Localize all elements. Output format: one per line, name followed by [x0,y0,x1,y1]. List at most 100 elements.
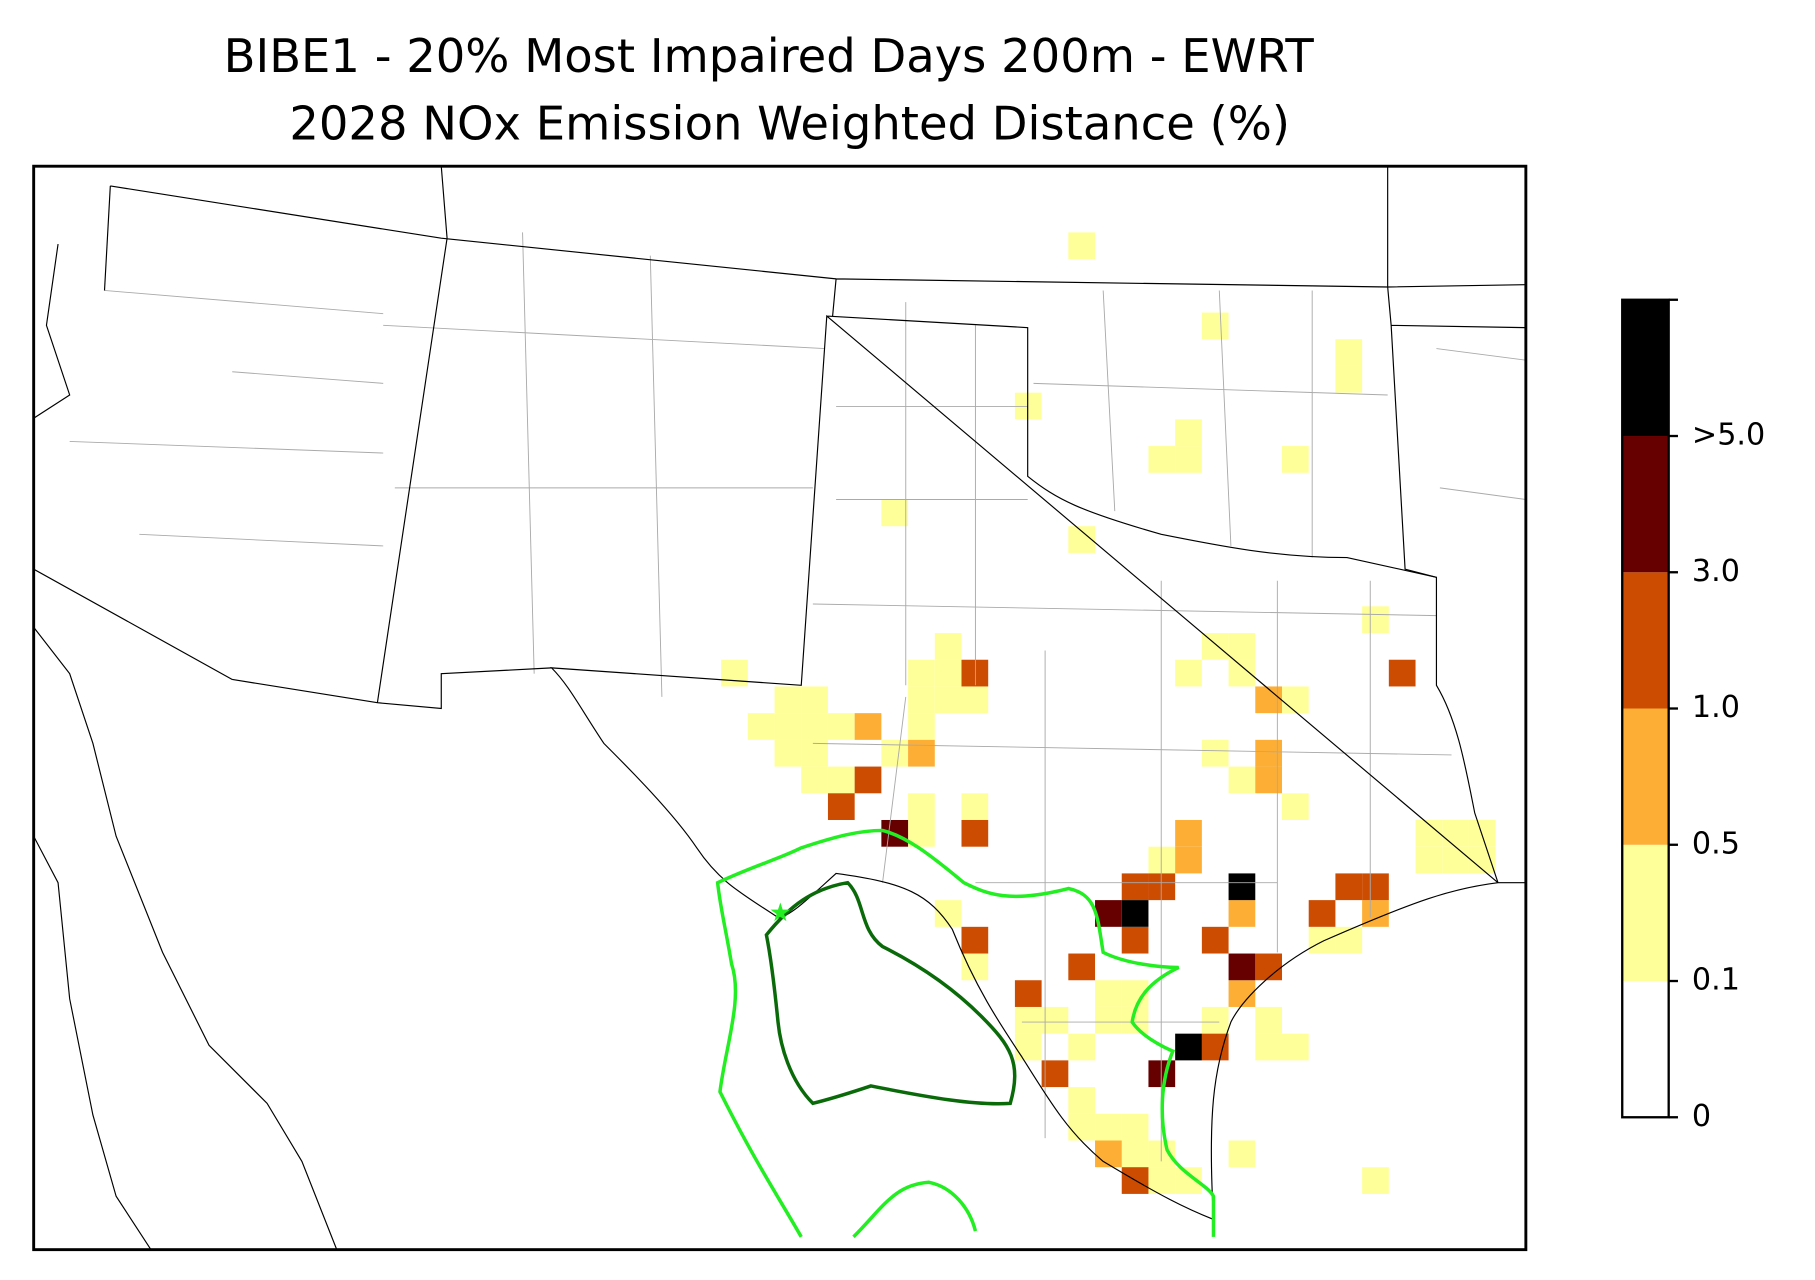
colorbar-segment [1622,436,1669,573]
emission-cell [1255,953,1282,981]
emission-cell [1121,873,1149,901]
emission-cell [908,659,935,687]
emission-cell [1068,1113,1096,1141]
emission-cell [1201,633,1229,660]
emission-cell [1468,819,1496,847]
emission-cell [1148,1060,1176,1088]
emission-cell [1255,686,1282,714]
emission-cell [801,739,828,767]
emission-cell [1175,446,1202,473]
emission-cell [1148,846,1176,874]
emission-cell [961,953,989,981]
emission-cell [961,659,989,687]
title-line-2: 2028 NOx Emission Weighted Distance (%) [289,97,1290,151]
emission-cell [1095,1113,1122,1141]
emission-cell [961,819,989,847]
emission-cell [1415,846,1443,874]
emission-cell [1095,1140,1122,1168]
colorbar-tick-label: 1.0 [1692,690,1740,725]
emission-cell [1255,766,1282,794]
emission-cell [854,713,882,740]
emission-cell [1121,926,1149,954]
emission-cell [1228,980,1256,1007]
emission-cell [774,686,802,714]
emission-cell [1281,793,1309,820]
emission-cell [1362,873,1389,901]
emission-cell [827,713,855,740]
emission-cell [1255,1006,1282,1034]
emission-cell [881,739,909,767]
emission-cell [1228,873,1256,901]
colorbar-tick-label: >5.0 [1692,418,1765,453]
emission-cell [1175,659,1202,687]
emission-cell [774,713,802,740]
emission-cell [1148,446,1176,473]
emission-cell [721,659,748,687]
emission-cell [1201,1033,1229,1061]
colorbar-tick-label: 0.1 [1692,963,1740,998]
emission-cell [1014,1033,1042,1061]
emission-cell [1068,1087,1096,1114]
emission-cell [961,926,989,954]
emission-cell [1388,659,1416,687]
emission-cell [1228,633,1256,660]
colorbar-segment [1622,708,1669,845]
emission-cell [1201,312,1229,340]
emission-cell [1068,232,1096,260]
emission-cell [908,686,935,714]
emission-cell [1362,606,1389,634]
emission-cell [1281,446,1309,473]
emission-cell [1041,1006,1069,1034]
emission-cell [801,686,828,714]
emission-cell [961,793,989,820]
emission-cell [881,499,909,527]
colorbar-tick-label: 3.0 [1692,554,1740,589]
emission-cell [908,793,935,820]
emission-cell [1068,1033,1096,1061]
emission-cell [1335,926,1363,954]
emission-cell [1228,900,1256,927]
colorbar-segment [1622,981,1669,1118]
emission-cell [1121,1113,1149,1141]
emission-cell [1281,686,1309,714]
emission-cell [1175,819,1202,847]
emission-cell [801,713,828,740]
emission-cell [774,739,802,767]
emission-cell [1335,365,1363,393]
emission-cell [1175,419,1202,447]
map-frame [32,164,1528,1252]
colorbar-segment [1622,572,1669,709]
emission-cell [1255,1033,1282,1061]
emission-cell [1362,1167,1389,1194]
svg-text:★: ★ [769,898,792,928]
emission-cell [827,766,855,794]
colorbar: 0 0.1 0.5 1.0 3.0 >5.0 [1621,298,1765,1134]
emission-cell [1148,1167,1176,1194]
emission-cell [908,739,935,767]
emission-cell [1068,953,1096,981]
emission-cell [1201,1006,1229,1034]
emission-cell [801,766,828,794]
emission-cell [1201,926,1229,954]
emission-cell [1308,900,1336,927]
trajectory-contours: ★ [715,828,1216,1239]
emission-cell [1255,739,1282,767]
emission-cell [1335,339,1363,366]
emission-cell [1335,873,1363,901]
emission-cell [1121,900,1149,927]
emission-cell [1308,926,1336,954]
colorbar-segment [1622,299,1669,437]
emission-cell [1228,953,1256,981]
colorbar-tick-label: 0.5 [1692,826,1740,861]
emission-cell [1228,1140,1256,1168]
emission-cell [1442,819,1469,847]
emission-cell [934,633,962,660]
colorbar-tick-label: 0 [1692,1099,1711,1134]
emission-cell [1228,659,1256,687]
emission-cell [854,766,882,794]
emission-cell [1095,980,1122,1007]
emission-cell [961,686,989,714]
emission-cell [1228,766,1256,794]
emission-cell [1014,1006,1042,1034]
emission-cell [1442,846,1469,874]
